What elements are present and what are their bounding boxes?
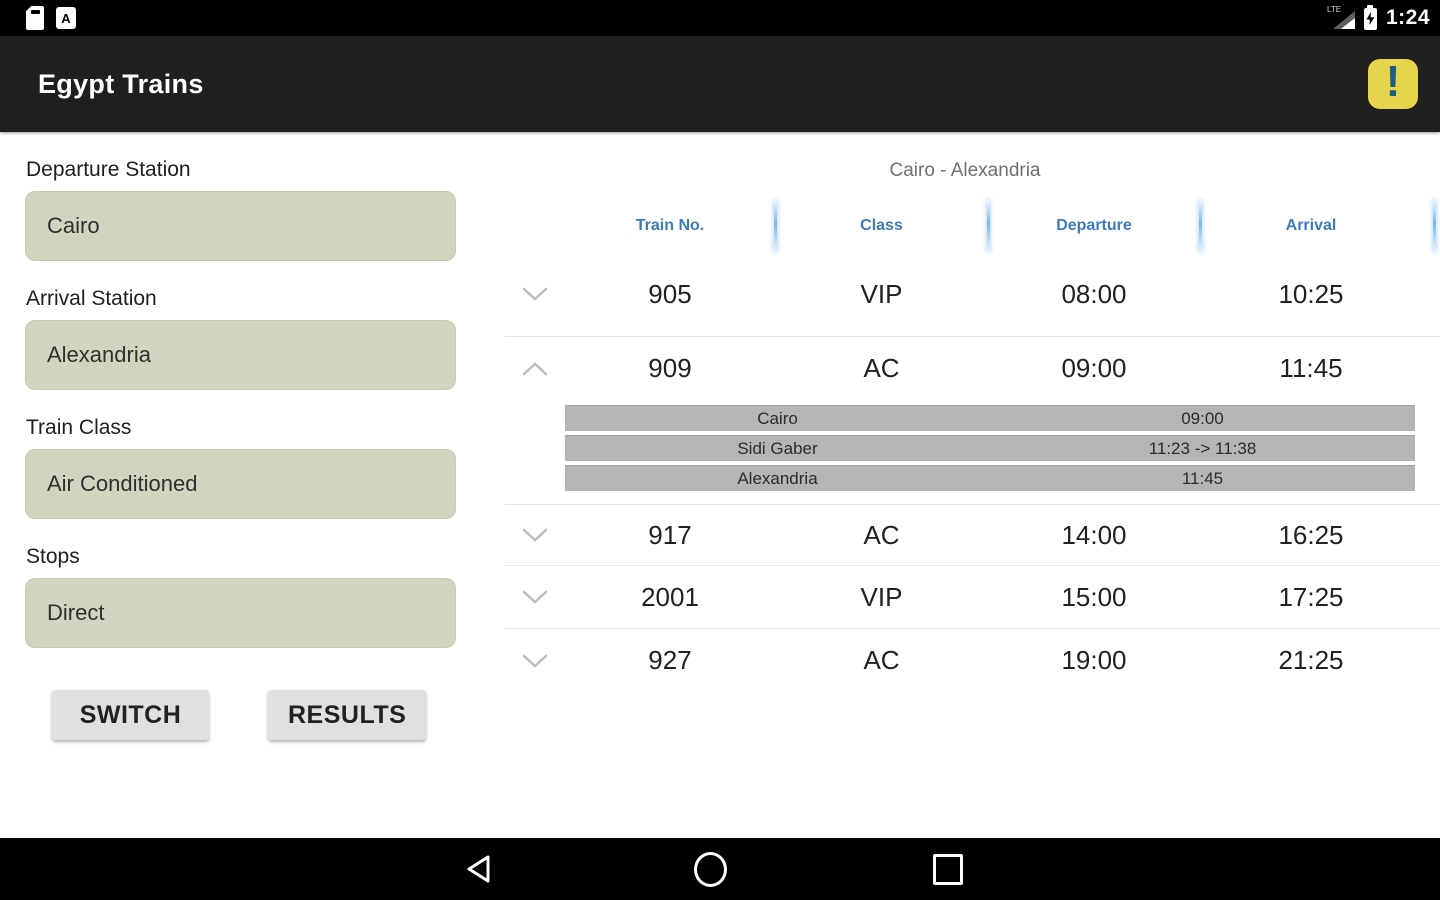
train-class-field[interactable]: Air Conditioned: [25, 449, 456, 519]
cell-train-no: 917: [648, 519, 692, 550]
table-header: Train No. Class Departure Arrival: [505, 200, 1440, 252]
cell-departure: 15:00: [1061, 581, 1127, 612]
recents-icon: [933, 853, 963, 885]
stop-row: Cairo 09:00: [565, 405, 1415, 431]
stop-station: Alexandria: [737, 468, 818, 488]
alert-button[interactable]: !: [1368, 59, 1418, 109]
train-class-label: Train Class: [26, 416, 132, 439]
chevron-down-icon: [522, 654, 548, 668]
lte-label: LTE: [1326, 5, 1342, 14]
table-row[interactable]: 905 VIP 08:00 10:25: [505, 252, 1440, 337]
arrival-station-field[interactable]: Alexandria: [25, 320, 456, 390]
back-icon: [467, 855, 490, 883]
exclamation-icon: !: [1385, 57, 1401, 106]
cell-departure: 08:00: [1061, 278, 1127, 309]
column-divider: [1199, 200, 1202, 252]
cell-train-no: 905: [648, 278, 692, 309]
chevron-down-icon: [522, 528, 548, 542]
recents-button[interactable]: [888, 838, 1008, 900]
search-form: Departure Station Cairo Arrival Station …: [0, 132, 500, 740]
cell-class: VIP: [860, 581, 903, 612]
departure-station-field[interactable]: Cairo: [25, 191, 456, 261]
stops-label: Stops: [26, 545, 80, 568]
column-header-departure: Departure: [1056, 217, 1132, 234]
cell-arrival: 16:25: [1278, 519, 1344, 550]
chevron-down-icon: [522, 287, 548, 301]
switch-button[interactable]: SWITCH: [52, 690, 209, 740]
back-button[interactable]: [418, 838, 538, 900]
route-title: Cairo - Alexandria: [889, 160, 1041, 181]
column-header-class: Class: [860, 217, 903, 234]
results-panel: Cairo - Alexandria Train No. Class Depar…: [505, 132, 1440, 838]
cell-departure: 19:00: [1061, 645, 1127, 675]
stop-time: 09:00: [1181, 408, 1224, 428]
home-button[interactable]: [650, 838, 770, 900]
arrival-station-label: Arrival Station: [26, 287, 157, 310]
stop-time: 11:23 -> 11:38: [1148, 438, 1257, 458]
status-time: 1:24: [1385, 6, 1430, 29]
cell-arrival: 11:45: [1279, 353, 1343, 383]
cell-departure: 09:00: [1061, 353, 1127, 383]
status-bar: A LTE 1:24: [0, 0, 1440, 36]
cell-departure: 14:00: [1061, 519, 1127, 550]
cell-arrival: 17:25: [1278, 581, 1344, 612]
cell-train-no: 2001: [641, 581, 699, 612]
column-divider: [774, 200, 777, 252]
chevron-up-icon: [522, 361, 548, 375]
table-row[interactable]: 2001 VIP 15:00 17:25: [505, 566, 1440, 629]
cell-arrival: 10:25: [1278, 278, 1344, 309]
arrival-station-value: Alexandria: [47, 342, 151, 367]
notification-app-icon: A: [56, 7, 76, 29]
stop-station: Sidi Gaber: [737, 438, 818, 458]
chevron-down-icon: [522, 590, 548, 604]
battery-charging-icon: [1363, 5, 1377, 30]
stop-time: 11:45: [1181, 468, 1224, 488]
cell-train-no: 927: [648, 645, 692, 675]
column-divider: [1433, 200, 1436, 252]
stops-value: Direct: [47, 600, 105, 625]
stops-field[interactable]: Direct: [25, 578, 456, 648]
sim-card-icon: [26, 6, 44, 30]
cell-class: AC: [863, 519, 900, 550]
app-bar: Egypt Trains !: [0, 36, 1440, 132]
column-header-train-no: Train No.: [635, 217, 705, 234]
column-header-arrival: Arrival: [1285, 217, 1337, 234]
table-row[interactable]: 917 AC 14:00 16:25: [505, 505, 1440, 566]
departure-station-label: Departure Station: [26, 158, 191, 181]
train-class-value: Air Conditioned: [47, 471, 198, 496]
cell-class: VIP: [860, 278, 903, 309]
page-title: Egypt Trains: [38, 68, 204, 99]
table-row[interactable]: 927 AC 19:00 21:25: [505, 629, 1440, 692]
home-icon: [693, 851, 727, 887]
departure-station-value: Cairo: [47, 213, 100, 238]
android-nav-bar: [0, 838, 1440, 900]
results-rows: 905 VIP 08:00 10:25 909 AC 09:00 11:45 C…: [505, 252, 1440, 692]
cell-signal-icon: LTE: [1326, 5, 1355, 31]
stop-station: Cairo: [757, 408, 798, 428]
column-divider: [987, 200, 990, 252]
cell-train-no: 909: [648, 353, 692, 383]
stop-row: Sidi Gaber 11:23 -> 11:38: [565, 435, 1415, 461]
table-row-expanded[interactable]: 909 AC 09:00 11:45: [505, 337, 1440, 400]
cell-class: AC: [863, 353, 900, 383]
cell-arrival: 21:25: [1278, 645, 1344, 675]
stops-detail: Cairo 09:00 Sidi Gaber 11:23 -> 11:38 Al…: [505, 400, 1440, 505]
results-button[interactable]: RESULTS: [268, 690, 427, 740]
stop-row: Alexandria 11:45: [565, 465, 1415, 491]
cell-class: AC: [863, 645, 900, 675]
